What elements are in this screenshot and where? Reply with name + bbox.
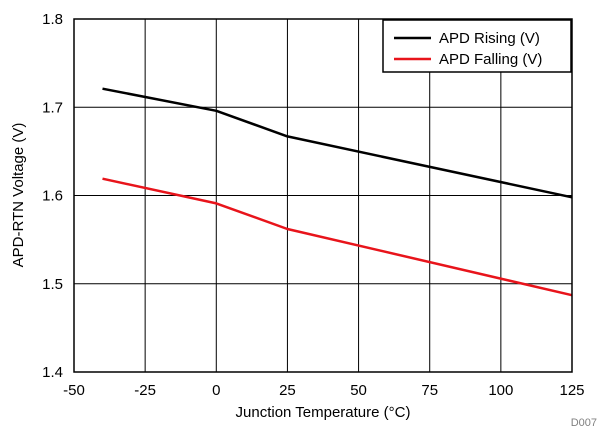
- x-tick-labels: -50 -25 0 25 50 75 100 125: [63, 382, 584, 399]
- y-tick-labels: 1.4 1.5 1.6 1.7 1.8: [42, 11, 63, 381]
- y-tick-label: 1.6: [42, 188, 63, 205]
- x-tick-label: 125: [559, 382, 584, 399]
- x-tick-label: -50: [63, 382, 85, 399]
- legend: APD Rising (V) APD Falling (V): [382, 19, 572, 73]
- x-tick-label: 0: [212, 382, 220, 399]
- legend-label-rising: APD Rising (V): [439, 30, 540, 47]
- series-lines: [102, 87, 573, 297]
- y-tick-label: 1.7: [42, 99, 63, 116]
- y-tick-label: 1.8: [42, 11, 63, 28]
- figure-id: D007: [571, 417, 597, 429]
- plot-frame: [73, 18, 573, 373]
- x-tick-label: 100: [488, 382, 513, 399]
- y-axis-label: APD-RTN Voltage (V): [10, 123, 27, 268]
- grid: [74, 19, 572, 372]
- series-line-falling: [102, 177, 573, 297]
- series-line-rising: [102, 87, 573, 199]
- x-tick-label: 75: [421, 382, 438, 399]
- y-tick-label: 1.5: [42, 276, 63, 293]
- x-axis-label: Junction Temperature (°C): [236, 404, 411, 421]
- x-tick-label: 25: [279, 382, 296, 399]
- x-tick-label: -25: [134, 382, 156, 399]
- y-tick-label: 1.4: [42, 364, 63, 381]
- legend-box: [382, 19, 572, 73]
- x-tick-label: 50: [350, 382, 367, 399]
- legend-label-falling: APD Falling (V): [439, 51, 542, 68]
